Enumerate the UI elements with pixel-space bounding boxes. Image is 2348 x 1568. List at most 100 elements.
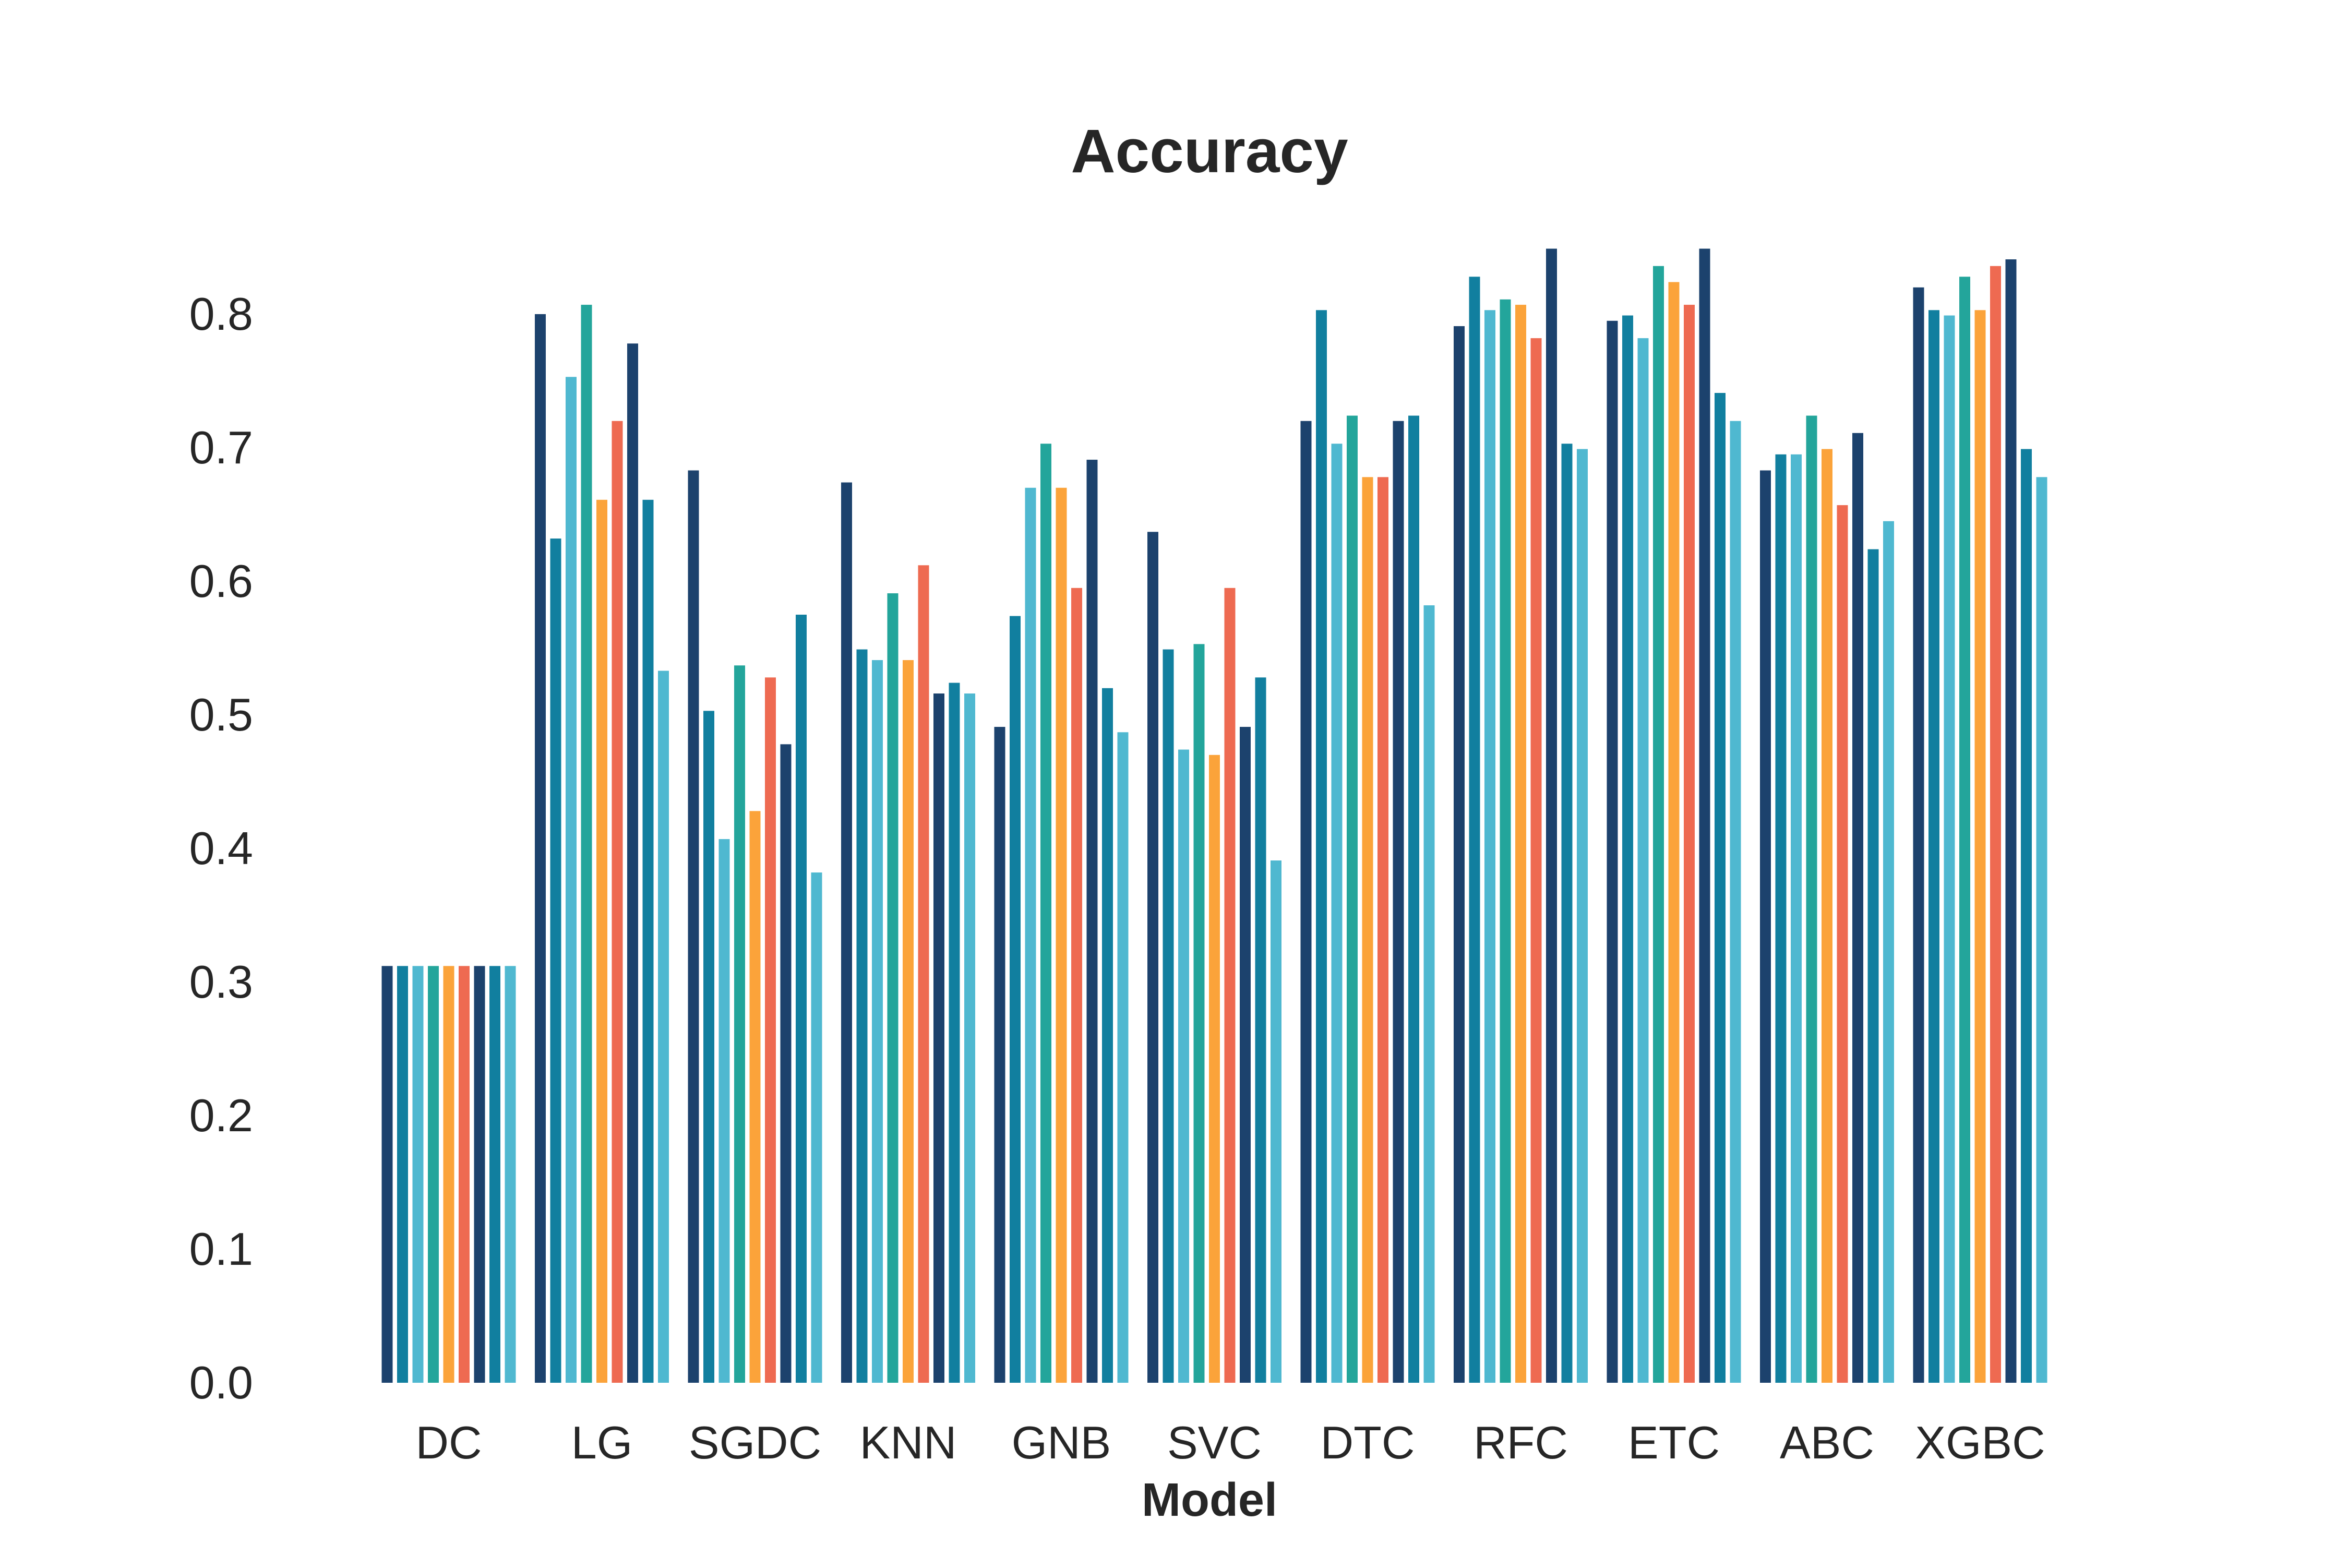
bar [1056, 487, 1067, 1383]
bar [1300, 421, 1312, 1383]
bar [1102, 688, 1113, 1383]
y-tick-label: 0.1 [189, 1223, 253, 1275]
bar [596, 499, 607, 1383]
bar [994, 727, 1005, 1383]
x-tick-label: GNB [1012, 1417, 1111, 1468]
bar [1469, 277, 1480, 1383]
bar [1852, 433, 1863, 1383]
x-tick-label: DC [415, 1417, 482, 1468]
y-tick-label: 0.4 [189, 822, 253, 874]
bar [703, 711, 714, 1383]
chart-title: Accuracy [1071, 117, 1348, 186]
y-axis-ticks: 0.0 0.1 0.2 0.3 0.4 0.5 0.6 0.7 0.8 [189, 288, 253, 1408]
bar-group-dtc [1300, 310, 1435, 1383]
bar [688, 470, 699, 1383]
bar [474, 966, 485, 1383]
bar [841, 482, 852, 1383]
bar [1990, 266, 2001, 1383]
bar [780, 744, 792, 1383]
bar [1454, 326, 1465, 1383]
bar [856, 649, 868, 1383]
bar [1653, 266, 1664, 1383]
bar [1423, 605, 1435, 1383]
bar-group-knn [841, 482, 975, 1383]
bar [1193, 644, 1205, 1383]
bar [903, 660, 914, 1383]
bar [1484, 310, 1495, 1383]
bar [1760, 470, 1771, 1383]
bar [1715, 393, 1726, 1383]
bar [1883, 521, 1894, 1383]
bar [1117, 732, 1129, 1383]
x-tick-label: RFC [1474, 1417, 1568, 1468]
bar [1071, 588, 1082, 1383]
bar [749, 811, 761, 1383]
bar [964, 693, 975, 1383]
bar [1178, 749, 1189, 1383]
x-tick-label: LG [571, 1417, 632, 1468]
bar [734, 665, 745, 1383]
x-axis-ticks: DC LG SGDC KNN GNB SVC DTC RFC ETC ABC XGBC [415, 1417, 2045, 1468]
bar [1684, 305, 1695, 1383]
bar [1316, 310, 1327, 1383]
bar [765, 677, 776, 1383]
bar [1561, 444, 1573, 1383]
y-tick-label: 0.3 [189, 956, 253, 1008]
bar [1959, 277, 1970, 1383]
bar-group-etc [1607, 248, 1741, 1383]
bar [2005, 259, 2017, 1383]
y-tick-label: 0.8 [189, 288, 253, 340]
bar [811, 872, 822, 1383]
bar [1530, 338, 1542, 1383]
bar [933, 693, 944, 1383]
bar [718, 839, 730, 1383]
y-tick-label: 0.7 [189, 422, 253, 473]
bar [1500, 299, 1511, 1383]
y-tick-label: 0.5 [189, 689, 253, 740]
bar [1362, 477, 1373, 1383]
bar [872, 660, 883, 1383]
bar [1040, 444, 1051, 1383]
y-tick-label: 0.0 [189, 1357, 253, 1408]
bar [1607, 320, 1618, 1383]
bar [1240, 727, 1251, 1383]
y-tick-label: 0.2 [189, 1090, 253, 1141]
bar [642, 499, 654, 1383]
bar [2021, 449, 2032, 1383]
bar [1775, 454, 1787, 1383]
bar [1010, 616, 1021, 1383]
bar [428, 966, 439, 1383]
bar [412, 966, 424, 1383]
bar [1393, 421, 1404, 1383]
bar-group-dc [381, 966, 516, 1383]
bar [1577, 449, 1588, 1383]
bar [1271, 860, 1281, 1383]
bar [1913, 287, 1924, 1383]
bar [1668, 282, 1680, 1383]
x-axis-label: Model [1142, 1474, 1277, 1526]
bar [1408, 415, 1419, 1383]
bar [1147, 532, 1158, 1383]
bar-group-rfc [1454, 248, 1588, 1383]
bar [1806, 415, 1817, 1383]
bar [1730, 421, 1741, 1383]
bar [443, 966, 454, 1383]
x-tick-label: ETC [1628, 1417, 1720, 1468]
bar [459, 966, 470, 1383]
bar [550, 538, 561, 1383]
bar-group-xgbc [1913, 259, 2047, 1383]
bar [887, 593, 899, 1383]
bar [1699, 248, 1710, 1383]
bar [658, 671, 669, 1383]
bar [1637, 338, 1649, 1383]
bar [1867, 549, 1879, 1383]
bar [1163, 649, 1174, 1383]
bar [1209, 755, 1220, 1383]
bars [381, 248, 2047, 1383]
bar [796, 615, 807, 1383]
bar [1837, 505, 1848, 1383]
x-tick-label: ABC [1780, 1417, 1874, 1468]
bar [1025, 487, 1036, 1383]
